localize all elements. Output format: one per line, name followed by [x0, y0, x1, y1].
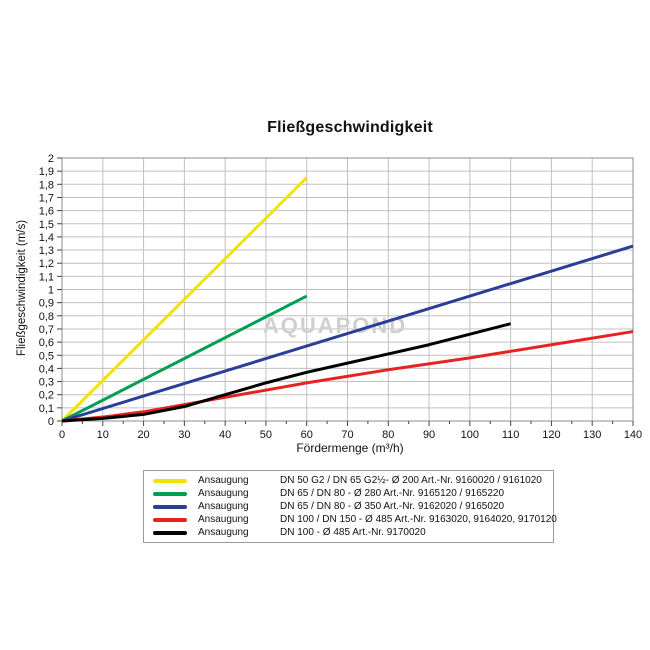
legend-swatch — [153, 517, 187, 522]
legend-label: Ansaugung — [198, 514, 249, 525]
watermark: AQUAPOND — [263, 313, 407, 338]
y-tick-label: 0,5 — [39, 350, 54, 362]
legend-row: Ansaugung DN 65 / DN 80 - Ø 280 Art.-Nr.… — [144, 487, 553, 500]
legend-description: DN 50 G2 / DN 65 G2½- Ø 200 Art.-Nr. 916… — [280, 475, 542, 486]
y-tick-label: 0,4 — [39, 363, 54, 375]
y-tick-label: 1,1 — [39, 271, 54, 283]
legend-row: Ansaugung DN 100 / DN 150 - Ø 485 Art.-N… — [144, 513, 557, 526]
legend-row: Ansaugung DN 50 G2 / DN 65 G2½- Ø 200 Ar… — [144, 474, 553, 487]
legend-label: Ansaugung — [198, 501, 249, 512]
y-axis-label: Fließgeschwindigkeit (m/s) — [16, 219, 28, 357]
x-tick-label: 110 — [502, 429, 520, 441]
series-line-0 — [60, 176, 308, 423]
legend-description: DN 65 / DN 80 - Ø 350 Art.-Nr. 9162020 /… — [280, 501, 505, 512]
x-tick-label: 20 — [137, 429, 149, 441]
y-tick-label: 2 — [48, 153, 54, 165]
x-tick-label: 10 — [97, 429, 109, 441]
legend-row: Ansaugung DN 100 - Ø 485 Art.-Nr. 917002… — [144, 526, 553, 539]
x-tick-label: 140 — [624, 429, 642, 441]
legend-swatch — [153, 504, 187, 509]
x-tick-label: 70 — [341, 429, 353, 441]
x-axis-label: Fördermenge (m³/h) — [296, 441, 404, 455]
legend-box: Ansaugung DN 50 G2 / DN 65 G2½- Ø 200 Ar… — [143, 470, 557, 543]
series-line-1 — [61, 294, 308, 423]
legend-description: DN 65 / DN 80 - Ø 280 Art.-Nr. 9165120 /… — [280, 488, 505, 499]
x-tick-label: 130 — [583, 429, 601, 441]
x-tick-label: 50 — [260, 429, 272, 441]
y-tick-label: 0,1 — [39, 403, 54, 415]
x-tick-label: 90 — [423, 429, 435, 441]
y-tick-label: 0,7 — [39, 324, 54, 336]
legend-swatch — [153, 478, 187, 483]
x-tick-label: 100 — [461, 429, 479, 441]
series-line-3 — [61, 330, 634, 423]
x-tick-label: 0 — [59, 429, 65, 441]
x-tick-label: 40 — [219, 429, 231, 441]
x-tick-label: 30 — [178, 429, 190, 441]
y-tick-label: 0 — [48, 416, 54, 428]
legend-swatch — [153, 530, 187, 535]
y-tick-label: 1,4 — [39, 232, 54, 244]
legend-description: DN 100 / DN 150 - Ø 485 Art.-Nr. 9163020… — [280, 514, 557, 525]
y-tick-label: 1,2 — [39, 258, 54, 270]
legend-description: DN 100 - Ø 485 Art.-Nr. 9170020 — [280, 527, 426, 538]
y-tick-label: 1,5 — [39, 219, 54, 231]
chart-title: Fließgeschwindigkeit — [267, 119, 433, 136]
y-tick-label: 0,9 — [39, 298, 54, 310]
y-tick-label: 1,3 — [39, 245, 54, 257]
y-tick-label: 1,9 — [39, 166, 54, 178]
y-tick-label: 1 — [48, 285, 54, 297]
legend-label: Ansaugung — [198, 527, 249, 538]
x-tick-label: 60 — [301, 429, 313, 441]
y-tick-label: 1,8 — [39, 179, 54, 191]
legend-label: Ansaugung — [198, 475, 249, 486]
series-line-2 — [61, 244, 634, 423]
x-tick-label: 120 — [542, 429, 560, 441]
y-tick-label: 0,6 — [39, 337, 54, 349]
x-tick-label: 80 — [382, 429, 394, 441]
legend-label: Ansaugung — [198, 488, 249, 499]
y-tick-label: 1,7 — [39, 192, 54, 204]
y-tick-label: 0,3 — [39, 377, 54, 389]
legend-swatch — [153, 491, 187, 496]
y-tick-label: 1,6 — [39, 206, 54, 218]
legend-row: Ansaugung DN 65 / DN 80 - Ø 350 Art.-Nr.… — [144, 500, 553, 513]
y-tick-label: 0,2 — [39, 390, 54, 402]
series-line-4 — [61, 322, 512, 423]
y-tick-label: 0,8 — [39, 311, 54, 323]
